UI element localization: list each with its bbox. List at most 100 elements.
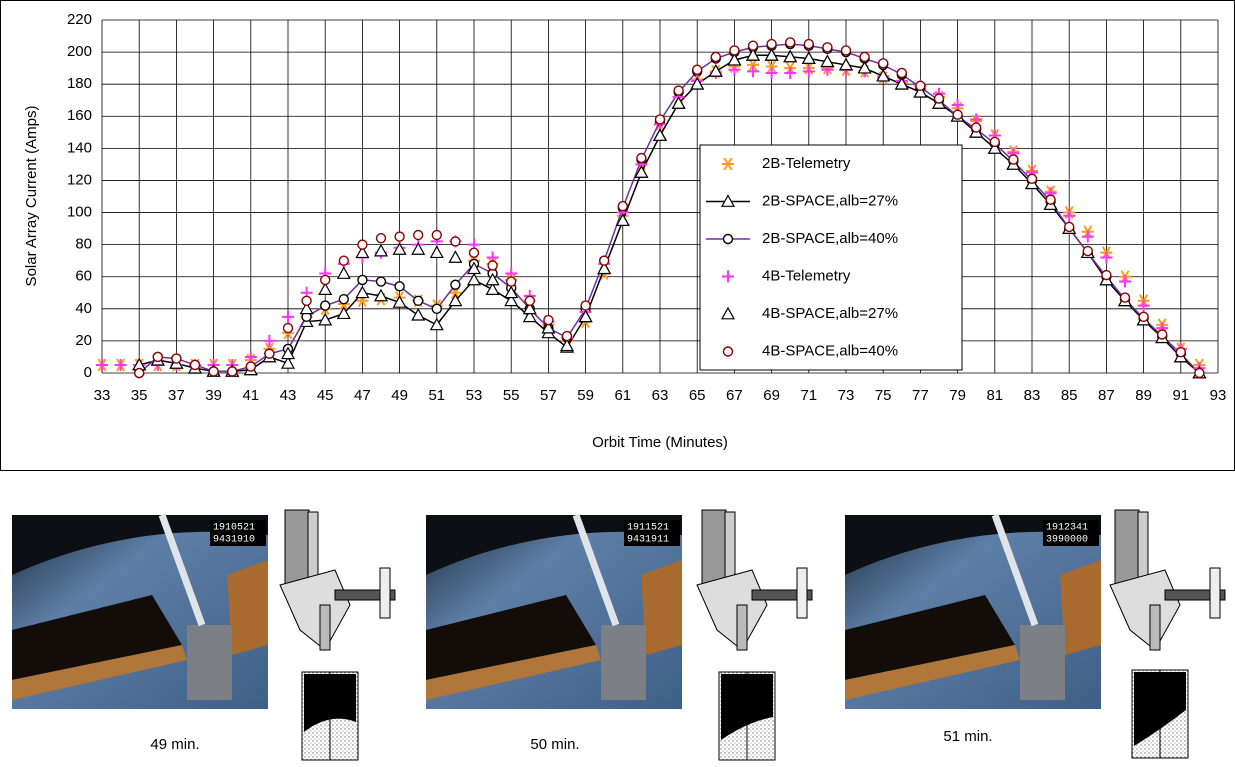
legend-box (699, 144, 963, 371)
circle-marker (710, 51, 721, 63)
truss-arm (1164, 589, 1226, 601)
radiator-fin (796, 567, 808, 619)
plot: 0 20 40 60 80 100 120 140 160 180 200 220 33 35 37 39 41… (67, 11, 1226, 404)
plus-marker (1063, 209, 1076, 222)
triangle-marker (894, 76, 909, 90)
triangle-marker (764, 48, 779, 61)
triangle-marker (559, 338, 575, 352)
array-wing (701, 509, 727, 586)
circle-marker (561, 330, 573, 342)
circle-marker (413, 295, 424, 306)
plus-marker (722, 270, 734, 283)
legend-label: 2B-SPACE,alb=27% (762, 192, 898, 209)
plus-marker (728, 63, 741, 76)
plus-marker (282, 310, 294, 323)
circle-marker (580, 300, 591, 311)
x-tick-label: 45 (317, 387, 334, 404)
stamp-box (210, 520, 266, 546)
triangle-marker (615, 213, 630, 226)
circle-marker (1101, 269, 1112, 281)
circle-marker (859, 51, 870, 63)
x-tick-label: 49 (391, 387, 408, 404)
triangle-marker (708, 64, 723, 77)
asterisk-marker (765, 60, 778, 74)
y-tick-label: 40 (75, 300, 92, 317)
plus-marker (1100, 251, 1113, 264)
circle-marker (1063, 221, 1075, 233)
x-tick-label: 51 (428, 387, 445, 404)
circle-marker (599, 255, 610, 266)
circle-marker (1045, 194, 1056, 205)
array-wing (284, 509, 310, 586)
triangle-marker (801, 51, 816, 64)
timestamp: 1911521 (627, 523, 669, 534)
circle-marker (1082, 245, 1094, 257)
triangle-marker (634, 165, 649, 178)
circle-marker (171, 353, 182, 364)
circle-marker (617, 200, 628, 212)
x-tick-label: 43 (280, 387, 297, 404)
circle-marker (282, 322, 294, 334)
circle-marker (1119, 292, 1131, 303)
circle-marker (189, 359, 201, 371)
shadow-area (721, 674, 773, 740)
y-tick-label: 120 (67, 171, 92, 188)
circle-marker (413, 229, 424, 241)
x-tick-label: 93 (1210, 387, 1227, 404)
circle-marker (654, 114, 666, 125)
caption: 50 min. (530, 736, 579, 753)
triangle-marker (299, 301, 314, 315)
circle-marker (487, 260, 498, 271)
circle-marker (226, 366, 238, 377)
orbiter (279, 569, 351, 651)
module (1149, 604, 1161, 651)
earth-limb (12, 515, 268, 575)
plus-marker (96, 358, 108, 371)
x-tick-label: 55 (503, 387, 520, 404)
circle-marker (245, 361, 257, 372)
triangle-marker (720, 306, 736, 320)
circle-marker (543, 314, 554, 326)
x-tick-label: 85 (1061, 387, 1078, 404)
array-wing (724, 511, 736, 583)
series-line (139, 54, 1200, 374)
triangle-marker (336, 266, 351, 279)
truss-arm (334, 589, 396, 601)
y-tick-label: 180 (67, 75, 92, 92)
solar-array-edge (426, 645, 601, 700)
triangle-marker (318, 312, 333, 326)
x-tick-label: 41 (242, 387, 259, 404)
circle-marker (320, 274, 331, 286)
x-tick-label: 73 (838, 387, 855, 404)
truss (187, 625, 232, 700)
timestamp: 1912341 (1046, 523, 1088, 534)
x-tick-label: 91 (1172, 387, 1189, 404)
triangle-marker (429, 245, 444, 259)
x-tick-label: 39 (205, 387, 222, 404)
timestamp: 1910521 (213, 523, 255, 534)
plus-marker (784, 66, 797, 79)
legend: 2B-Telemetry 2B-SPACE,alb=27% 2B-SPACE,alb… (699, 144, 963, 371)
shadow-area (1134, 672, 1186, 746)
triangle-marker (876, 68, 891, 82)
x-tick-label: 47 (354, 387, 371, 404)
y-tick-label: 140 (67, 139, 92, 156)
caption: 49 min. (150, 736, 199, 753)
x-tick-label: 65 (689, 387, 706, 404)
triangle-marker (913, 84, 928, 98)
legend-label: 4B-Telemetry (762, 267, 851, 284)
triangle-marker (838, 57, 854, 71)
triangle-marker (448, 250, 463, 263)
triangle-marker (280, 356, 296, 369)
circle-marker (1194, 367, 1205, 379)
y-tick-label: 160 (67, 107, 92, 124)
circle-marker (524, 295, 535, 306)
triangle-marker (355, 245, 370, 259)
x-tick-label: 79 (949, 387, 966, 404)
